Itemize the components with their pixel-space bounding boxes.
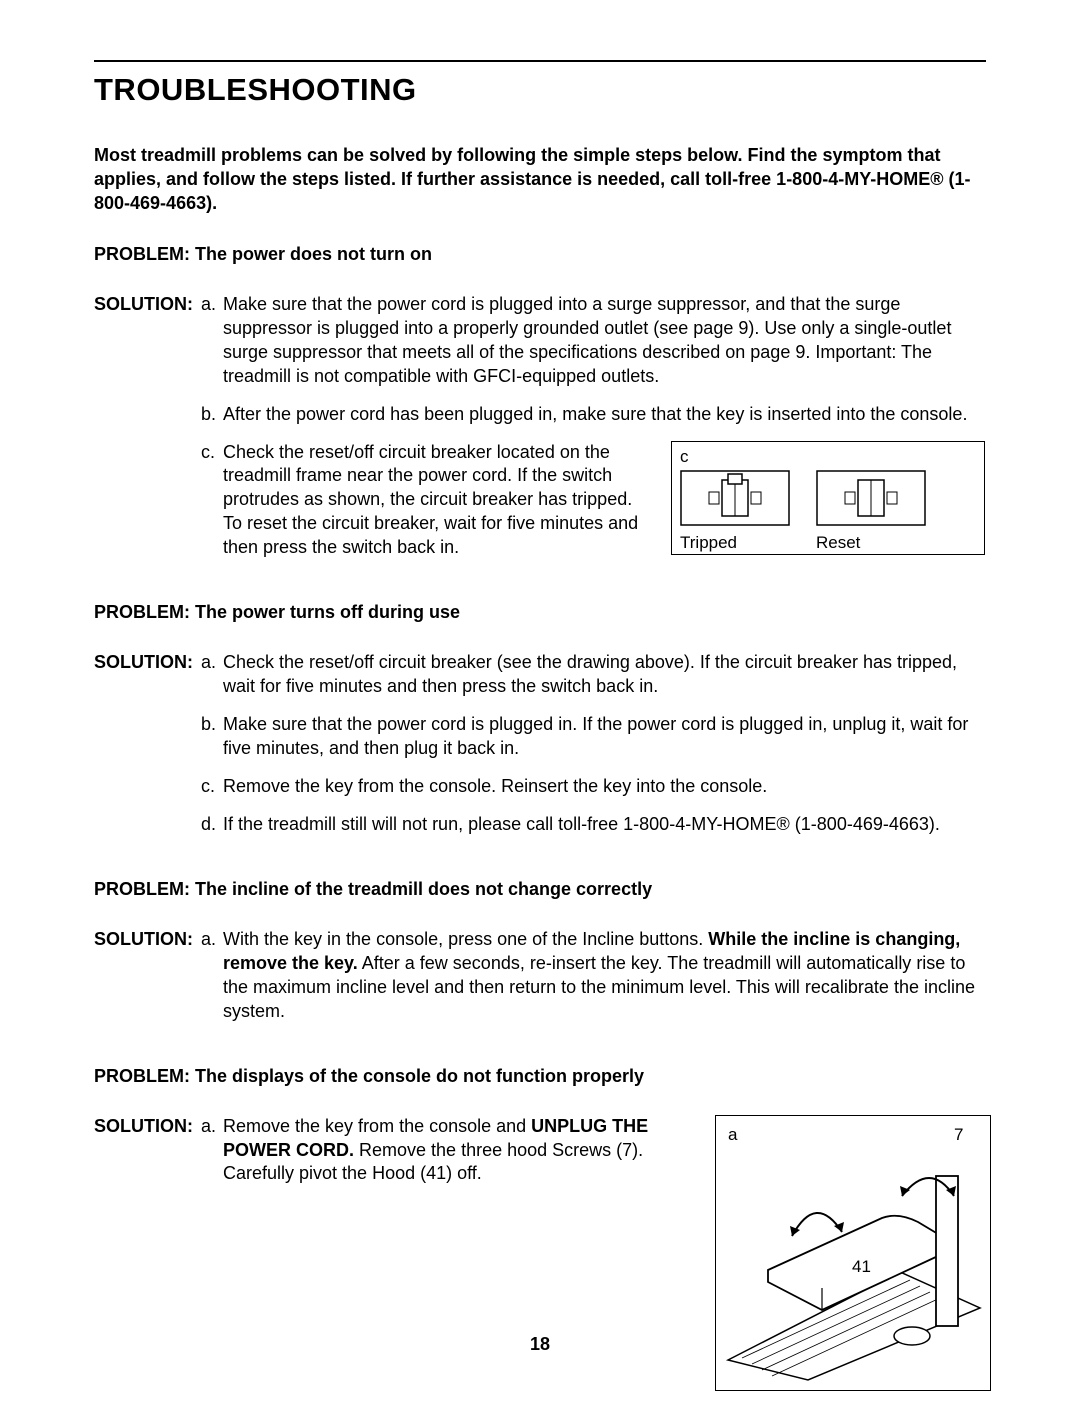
figure-breaker: c — [671, 441, 985, 561]
manual-page: TROUBLESHOOTING Most treadmill problems … — [0, 0, 1080, 1405]
item-letter: b. — [201, 713, 223, 761]
solution-label: SOLUTION: — [94, 293, 201, 574]
solution-2a: Check the reset/off circuit breaker (see… — [223, 651, 986, 699]
solution-1a: Make sure that the power cord is plugged… — [223, 293, 986, 389]
item-letter: b. — [201, 403, 223, 427]
problem-4-heading: PROBLEM: The displays of the console do … — [94, 1066, 986, 1087]
item-letter: a. — [201, 651, 223, 699]
solution-2-items: a.Check the reset/off circuit breaker (s… — [201, 651, 986, 851]
problem-3-heading: PROBLEM: The incline of the treadmill do… — [94, 879, 986, 900]
item-letter: a. — [201, 928, 223, 1024]
solution-3a: With the key in the console, press one o… — [223, 928, 986, 1024]
solution-2d: If the treadmill still will not run, ple… — [223, 813, 986, 837]
solution-4-items: a. Remove the key from the console and U… — [201, 1115, 991, 1405]
item-letter: c. — [201, 775, 223, 799]
solution-3-items: a. With the key in the console, press on… — [201, 928, 986, 1038]
solution-2b: Make sure that the power cord is plugged… — [223, 713, 986, 761]
figure-hood-label: a — [728, 1125, 738, 1144]
callout-41: 41 — [852, 1257, 871, 1276]
item-letter: c. — [201, 441, 223, 561]
solution-1b: After the power cord has been plugged in… — [223, 403, 986, 427]
figure-breaker-label: c — [680, 446, 689, 469]
top-rule — [94, 60, 986, 62]
page-number: 18 — [0, 1334, 1080, 1355]
solution-label: SOLUTION: — [94, 928, 201, 1038]
callout-7: 7 — [954, 1125, 963, 1144]
problem-1-heading: PROBLEM: The power does not turn on — [94, 244, 986, 265]
tripped-caption: Tripped — [680, 532, 737, 555]
solution-label: SOLUTION: — [94, 1115, 201, 1405]
intro-paragraph: Most treadmill problems can be solved by… — [94, 144, 986, 216]
problem-2-heading: PROBLEM: The power turns off during use — [94, 602, 986, 623]
solution-label: SOLUTION: — [94, 651, 201, 851]
solution-2c: Remove the key from the console. Reinser… — [223, 775, 986, 799]
page-title: TROUBLESHOOTING — [94, 72, 986, 108]
item-letter: d. — [201, 813, 223, 837]
breaker-tripped-icon — [680, 470, 790, 526]
solution-1c: Check the reset/off circuit breaker loca… — [223, 441, 643, 561]
breaker-reset-icon — [816, 470, 926, 526]
reset-caption: Reset — [816, 532, 860, 555]
solution-1-items: a.Make sure that the power cord is plugg… — [201, 293, 986, 574]
item-letter: a. — [201, 293, 223, 389]
